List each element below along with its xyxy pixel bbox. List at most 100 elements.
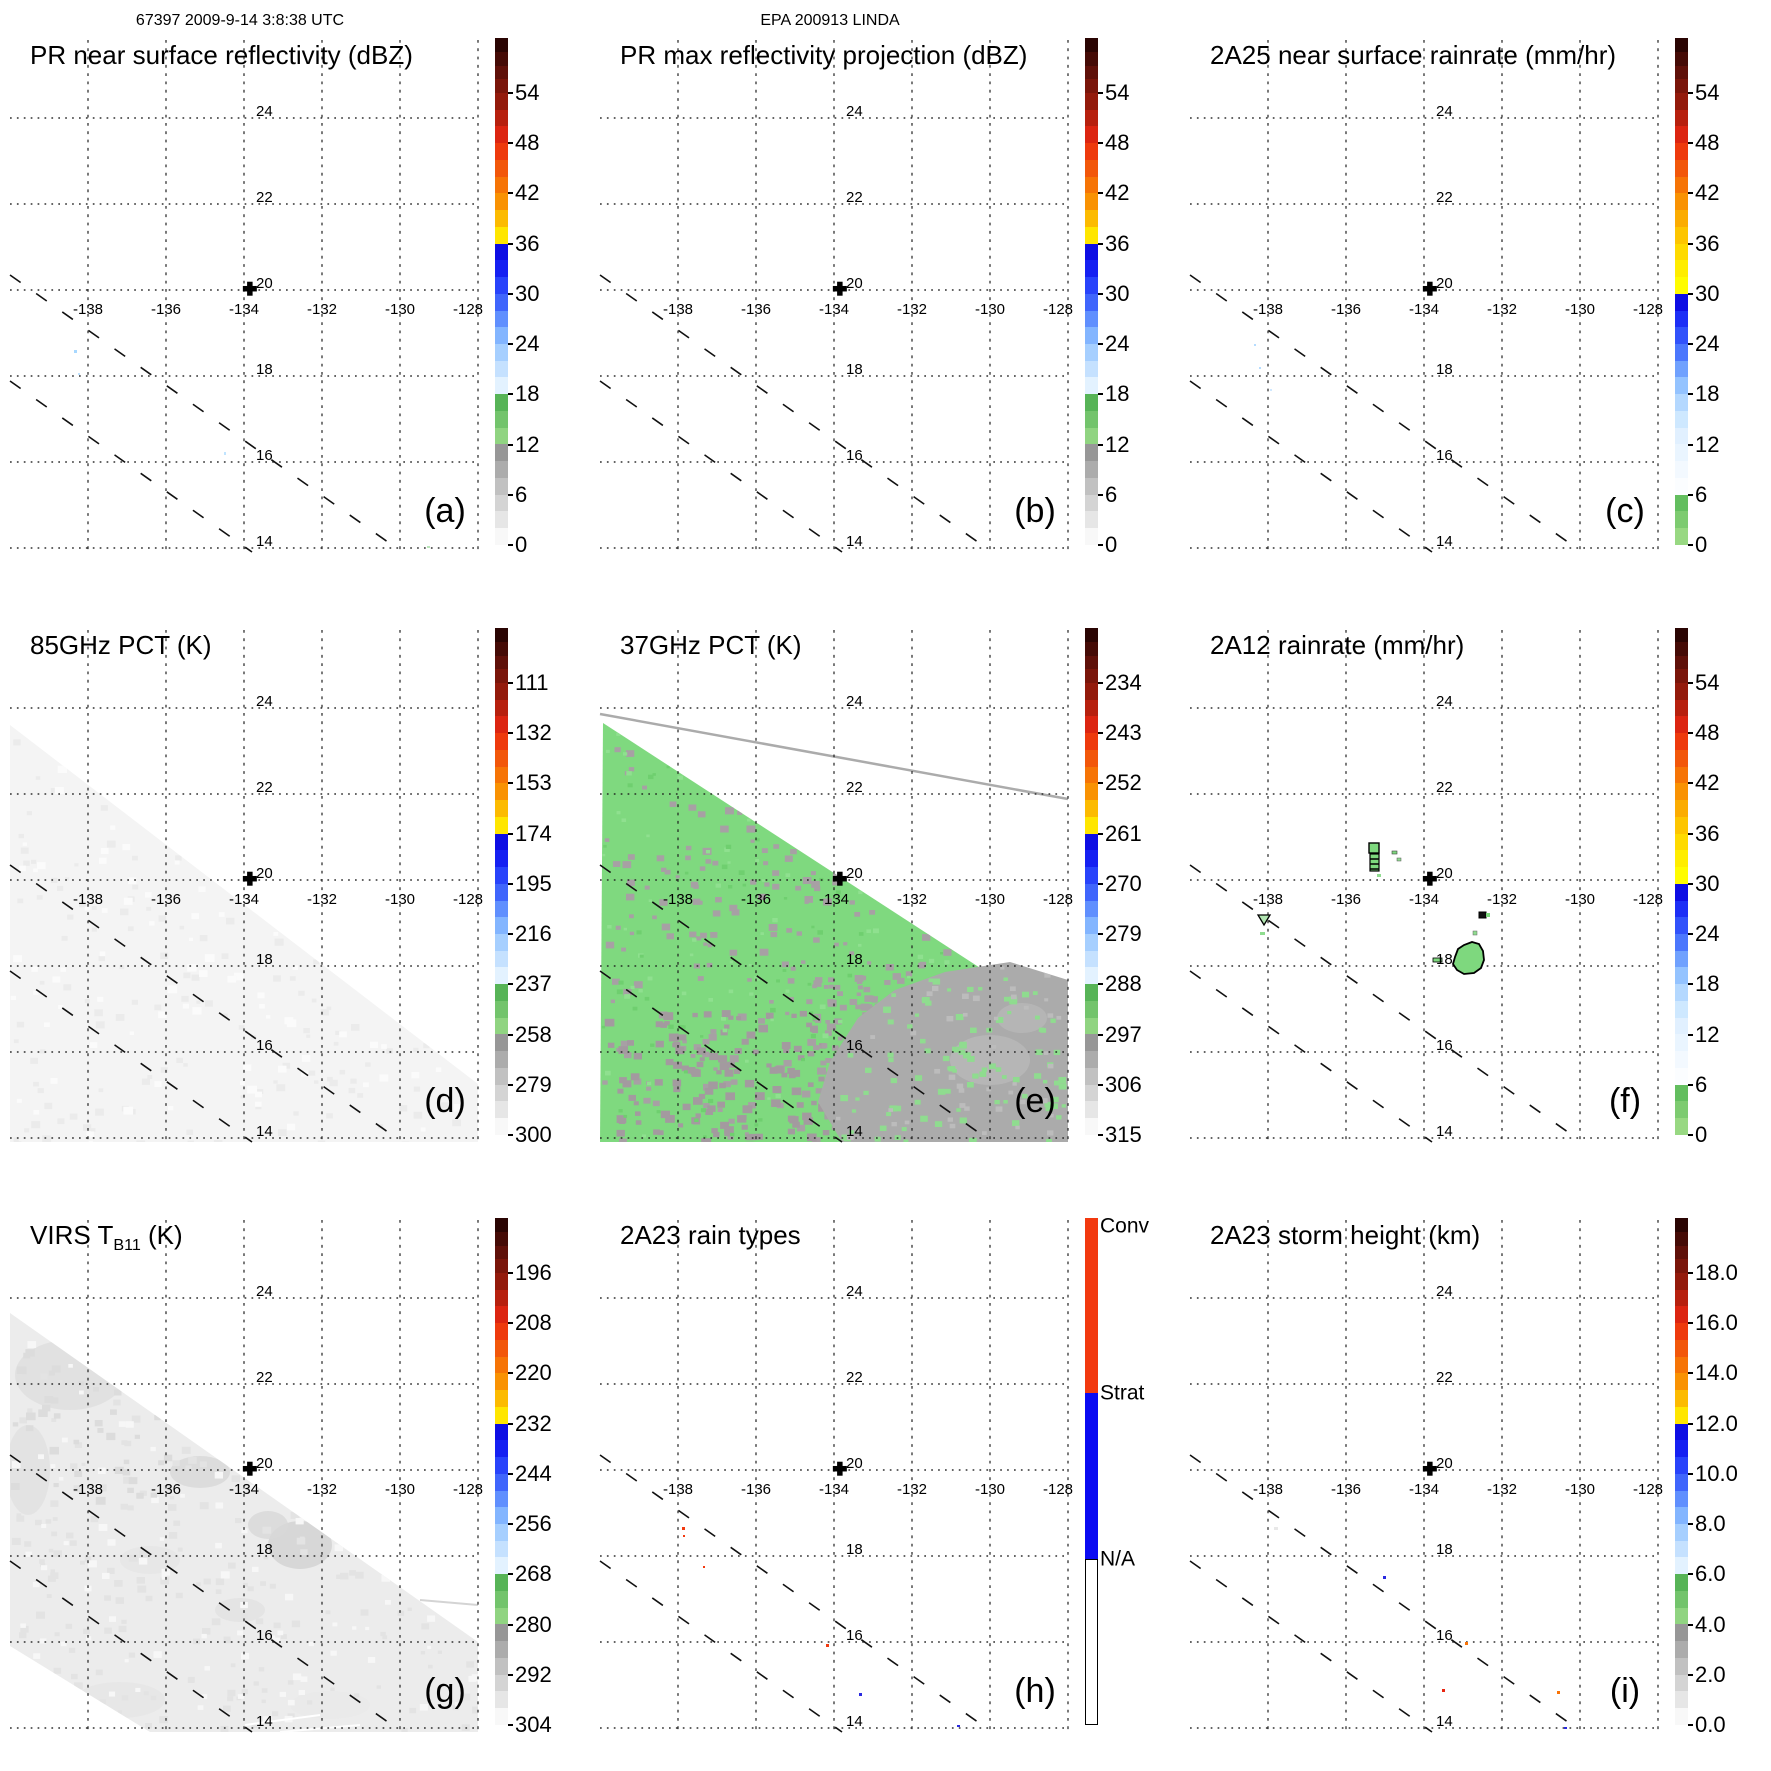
svg-text:-130: -130 [975,301,1005,318]
colorbar-shade [1675,867,1688,884]
rain-blob [1377,874,1381,877]
colorbar-shade [1675,1118,1688,1135]
colorbar-shade [1085,641,1098,656]
colorbar-shade [495,1373,508,1391]
panel-a-title: PR near surface reflectivity (dBZ) [30,40,413,71]
colorbar-shade [1675,360,1688,378]
colorbar-shade [1675,1390,1688,1407]
colorbar-shade [1675,1423,1688,1441]
colorbar-shade [495,749,508,767]
svg-text:-132: -132 [897,301,927,318]
rain-blob [1452,941,1485,975]
colorbar-shade [1675,1507,1688,1525]
latlon-grid [600,40,1069,552]
lon-labels: -138 -136 -134 -132 -130 -128 [73,301,483,318]
colorbar-shade [1085,683,1098,700]
colorbar-tickmark [508,832,513,835]
data-pixel [682,1527,685,1530]
colorbar-tickmark [508,782,513,785]
panel-letter: (b) [1014,492,1056,530]
colorbar-shade [1675,293,1688,311]
svg-text:-132: -132 [307,1481,337,1498]
colorbar-shade [1085,477,1098,495]
storm-center-marker [1422,1461,1437,1476]
colorbar-shade [1085,800,1098,817]
svg-text:-134: -134 [1409,1481,1439,1498]
colorbar-tick-label: 48 [515,130,540,156]
patch-noise-e [836,966,1067,1142]
colorbar-shade [1085,109,1098,127]
colorbar-shade [1675,410,1688,428]
colorbar-tick-label: 12 [515,431,540,457]
colorbar-tick-label: 18.0 [1695,1260,1738,1285]
swath-edge-line [419,1599,479,1606]
panel-title-text: 2A23 storm height (km) [1210,1220,1481,1250]
rain-blob [1368,842,1380,854]
panel-letter: (a) [424,492,466,530]
colorbar-tickmark [1688,682,1693,684]
storm-center-marker [242,281,257,296]
colorbar-tickmark [1688,192,1693,195]
lon-labels: -138 -136 -134 -132 -130 -128 [1253,891,1663,908]
svg-text:16: 16 [256,1037,273,1054]
rain-blob [1472,930,1478,936]
colorbar-shade [495,800,508,817]
colorbar-shade [1675,1000,1688,1018]
colorbar-shade [1085,917,1098,935]
colorbar-shade [1675,1323,1688,1340]
swath-edge-line [279,1724,361,1733]
rain-blob [1256,914,1272,927]
svg-text:-128: -128 [453,1481,483,1498]
colorbar-tick-label: 6 [1695,1071,1708,1097]
colorbar-tickmark [508,242,513,245]
svg-text:-132: -132 [307,301,337,318]
colorbar-shade [1675,1245,1688,1260]
colorbar-shade [495,900,508,918]
svg-text:-128: -128 [1043,891,1073,908]
colorbar-tick-label: 10.0 [1695,1460,1738,1486]
colorbar-tick-label: 42 [1695,770,1720,796]
data-pixel [1254,344,1256,346]
orbit-datetime-header: 67397 2009-9-14 3:8:38 UTC [135,12,345,29]
colorbar-shade [1085,377,1098,395]
gray-patch-e [818,962,1068,1142]
colorbar-shade [495,327,508,345]
colorbar-shade [1675,93,1688,110]
svg-text:18: 18 [1436,1541,1453,1558]
svg-text:18: 18 [256,951,273,968]
svg-text:18: 18 [846,951,863,968]
colorbar-tickmark [1688,343,1693,346]
panel-letter: (g) [424,1672,466,1710]
colorbar-shade [1085,51,1098,66]
colorbar-tick-label: 153 [515,770,552,796]
colorbar-shade [495,360,508,378]
panel-c-title: 2A25 near surface rainrate (mm/hr) [1210,40,1616,71]
colorbar-tickmark [1098,882,1103,885]
colorbar-shade [495,461,508,478]
colorbar-shade [1675,850,1688,868]
colorbar-shade [495,1084,508,1102]
colorbar-shade [495,1406,508,1424]
colorbar-tick-label: 297 [1105,1021,1142,1047]
colorbar-tick-label: 0 [1695,1122,1708,1147]
colorbar-shade [1675,1406,1688,1424]
colorbar-shade [1675,528,1688,545]
colorbar-shade [495,444,508,462]
svg-text:-130: -130 [975,1481,1005,1498]
colorbar-f [1675,628,1688,1135]
colorbar-shade [495,716,508,734]
colorbar-shade [495,641,508,656]
colorbar-shade [495,1657,508,1675]
colorbar-shade [495,1000,508,1018]
colorbar-tick-label: 6 [1695,481,1708,507]
colorbar-shade [495,1051,508,1068]
colorbar-tick-label: 6 [1105,481,1118,507]
colorbar-shade [1675,1708,1688,1725]
colorbar-shade [1675,260,1688,278]
data-pixel [1465,1642,1468,1645]
colorbar-tick-label: 8.0 [1695,1511,1726,1537]
colorbar-tickmark [1098,1134,1103,1136]
svg-text:20: 20 [256,275,273,292]
svg-text:-128: -128 [453,891,483,908]
colorbar-shade [1675,683,1688,700]
